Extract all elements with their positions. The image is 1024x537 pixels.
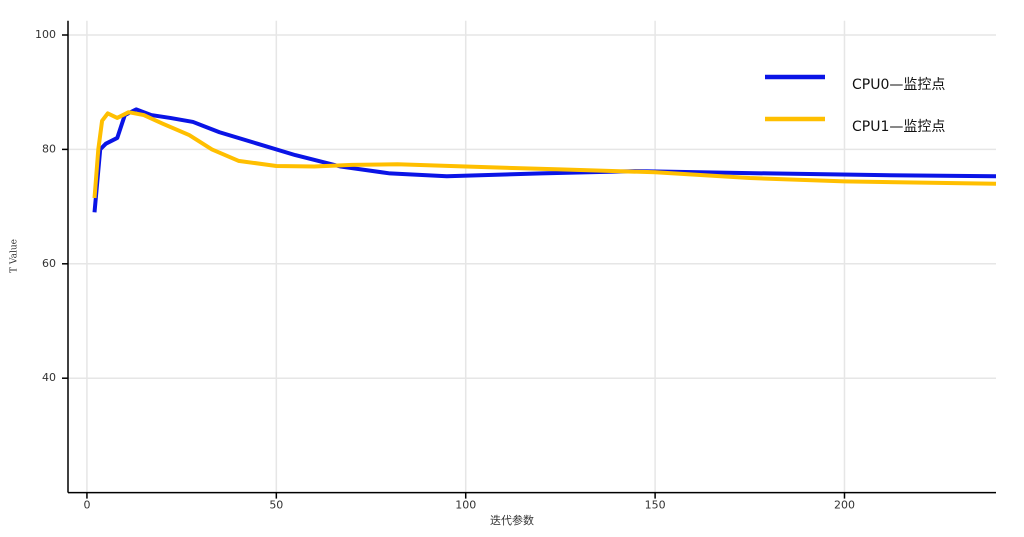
y-tick-label: 60 xyxy=(42,257,56,270)
y-tick-label: 40 xyxy=(42,371,56,384)
y-axis-label: T Value xyxy=(10,239,20,273)
x-tick-label: 0 xyxy=(83,499,90,512)
legend-label: CPU0—监控点 xyxy=(852,77,945,93)
y-tick-label: 80 xyxy=(42,142,56,155)
x-tick-label: 50 xyxy=(269,499,283,512)
x-tick-label: 100 xyxy=(455,499,476,512)
x-tick-label: 150 xyxy=(645,499,666,512)
line xyxy=(92,110,997,199)
x-tick-label: 200 xyxy=(834,499,855,512)
y-tick-label: 100 xyxy=(35,28,56,41)
legend-label: CPU1—监控点 xyxy=(852,119,945,135)
x-axis-label: 迭代参数 xyxy=(490,513,534,527)
